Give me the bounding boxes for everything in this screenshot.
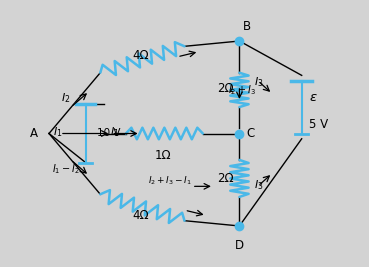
Text: D: D: [235, 239, 244, 252]
Text: 4Ω: 4Ω: [132, 209, 149, 222]
Text: $I_2$: $I_2$: [61, 91, 70, 105]
Text: $\varepsilon$: $\varepsilon$: [309, 91, 318, 104]
Text: 4Ω: 4Ω: [132, 49, 149, 62]
Text: $I_1$: $I_1$: [110, 125, 120, 139]
Text: B: B: [243, 20, 251, 33]
Text: A: A: [30, 127, 38, 140]
Text: $I_1$: $I_1$: [54, 125, 63, 139]
Text: $I_2+I_3$: $I_2+I_3$: [228, 83, 256, 97]
Text: 2Ω: 2Ω: [217, 172, 234, 185]
Text: $I_3$: $I_3$: [254, 178, 263, 192]
Text: 2Ω: 2Ω: [217, 82, 234, 95]
Text: 1Ω: 1Ω: [154, 149, 171, 162]
Text: $I_3$: $I_3$: [254, 75, 263, 89]
Text: C: C: [247, 127, 255, 140]
Text: $I_1-I_2$: $I_1-I_2$: [52, 162, 79, 176]
Text: 5 V: 5 V: [309, 118, 328, 131]
Text: 10 V: 10 V: [97, 128, 120, 139]
Text: $I_2+I_3-I_1$: $I_2+I_3-I_1$: [148, 175, 192, 187]
